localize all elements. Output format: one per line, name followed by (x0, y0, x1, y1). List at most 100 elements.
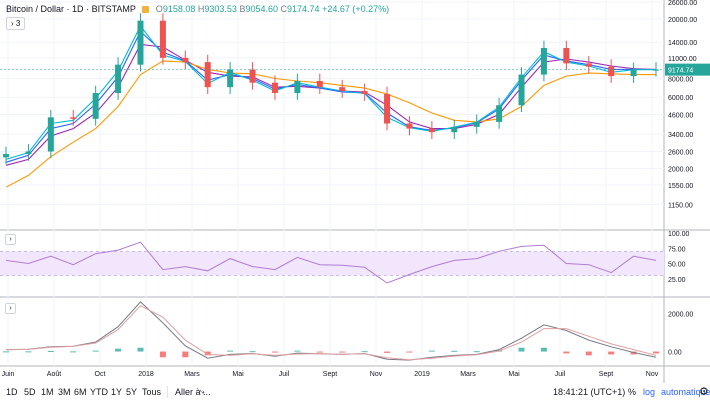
rsi-pane-collapse-icon[interactable]: › (5, 234, 16, 245)
macd-histogram-bar (70, 351, 77, 353)
timeframe-5d[interactable]: 5D (24, 387, 36, 397)
ma-line-3 (5, 30, 657, 163)
price-pane[interactable] (0, 13, 664, 188)
time-axis[interactable]: Juin Août Oct 2018 Mars Mai Juil Sept Nov 2019 Mar… (2, 371, 659, 378)
macd-histogram-bar (428, 350, 435, 352)
price-tick-label: 2600.00 (668, 149, 693, 156)
close-value: 9174.74 (287, 4, 320, 14)
macd-histogram-bar (137, 347, 144, 352)
timeframe-ytd[interactable]: YTD (90, 387, 108, 397)
candle-body (361, 91, 368, 95)
candle-body (70, 117, 77, 119)
macd-line-2 (5, 305, 657, 361)
candle-body (630, 69, 637, 77)
open-value: 9158.08 (162, 4, 196, 14)
candle-body (47, 117, 54, 152)
macd-histogram-bar (473, 351, 480, 353)
price-tick-label: 3400.00 (668, 132, 693, 139)
rsi-line (5, 241, 657, 284)
time-tick-label: Août (47, 371, 61, 378)
time-tick-label: 2018 (138, 371, 154, 378)
symbol-name[interactable]: Bitcoin / Dollar (6, 4, 65, 14)
timeframe-3m[interactable]: 3M (58, 387, 71, 397)
macd-histogram-bar (47, 350, 54, 352)
candle-body (585, 63, 592, 67)
rsi-tick-label: 75.00 (668, 246, 686, 253)
percent-scale-toggle[interactable]: % (628, 387, 637, 397)
gear-icon[interactable]: ⚙ (699, 386, 709, 398)
interval-label[interactable]: 1D (72, 4, 84, 14)
price-tick-label: 26000.00 (668, 0, 697, 7)
goto-arrow-icon[interactable]: ⤷ (200, 387, 205, 396)
macd-tick-label: 0.00 (668, 350, 682, 357)
macd-histogram-bar (3, 351, 9, 353)
time-tick-label: Juil (279, 371, 290, 378)
clock-timezone[interactable]: 18:41:21 (UTC+1) (553, 387, 626, 397)
macd-histogram-bar (294, 350, 301, 352)
log-scale-toggle[interactable]: log (643, 387, 656, 397)
low-label: B (239, 4, 246, 14)
indicators-collapse-button[interactable]: › 3 (6, 17, 26, 30)
macd-pane-collapse-icon[interactable]: › (5, 303, 16, 314)
market-status-icon (142, 6, 150, 13)
macd-histogram-bar (25, 351, 32, 353)
candle-body (496, 105, 503, 122)
rsi-pane[interactable] (0, 241, 664, 284)
candle-body (294, 80, 301, 94)
timeframe-5y[interactable]: 5Y (126, 387, 138, 397)
time-tick-label: Nov (646, 371, 659, 378)
candle-body (473, 121, 480, 127)
chart-header: Bitcoin / Dollar · 1D · BITSTAMP O9158.0… (6, 4, 389, 14)
macd-histogram-bar (451, 350, 458, 352)
candle-body (204, 62, 211, 88)
high-label: H (197, 4, 205, 14)
price-tick-label: 6000.00 (668, 95, 693, 102)
timeframe-6m[interactable]: 6M (74, 387, 87, 397)
low-value: 9054.60 (245, 4, 278, 14)
price-tick-label: 11000.00 (668, 56, 697, 63)
candle-body (182, 57, 189, 63)
rsi-tick-label: 100.00 (668, 231, 690, 238)
candle-body (428, 128, 435, 133)
candle-body (249, 69, 256, 83)
candle-body (227, 69, 234, 88)
auto-scale-toggle[interactable]: automatique (661, 387, 710, 397)
rsi-band (0, 251, 664, 276)
candle-body (159, 20, 166, 58)
timeframe-1m[interactable]: 1M (41, 387, 54, 397)
macd-histogram-bar (563, 351, 570, 354)
macd-histogram-bar (204, 351, 211, 356)
bottom-toolbar: 1D 5D 1M 3M 6M YTD 1Y 5Y Tous Aller à ..… (0, 383, 710, 402)
macd-pane[interactable] (3, 301, 659, 361)
goto-date-button[interactable]: Aller à ... (175, 387, 211, 397)
change-value: +24.67 (+0.27%) (322, 4, 390, 14)
macd-histogram-bar (384, 351, 391, 353)
candle-body (518, 74, 525, 106)
macd-line-1 (5, 301, 657, 361)
macd-histogram-bar (406, 351, 413, 353)
last-price-label: 9174.74 (668, 68, 693, 75)
timeframe-1y[interactable]: 1Y (111, 387, 123, 397)
macd-histogram-bar (271, 351, 278, 353)
candle-body (384, 94, 391, 124)
high-value: 9303.53 (204, 4, 237, 14)
macd-histogram-bar (608, 351, 615, 355)
macd-histogram-bar (159, 351, 166, 358)
candle-body (115, 64, 122, 94)
time-tick-label: Mai (508, 371, 520, 378)
price-axis[interactable]: 26000.00 20000.00 14000.00 11000.00 8000.00 6… (665, 0, 710, 357)
time-tick-label: Mai (232, 371, 244, 378)
time-tick-label: Mars (184, 371, 200, 378)
interval-sep-2: · (86, 4, 92, 14)
candle-body (451, 126, 458, 133)
interval-sep: · (66, 4, 73, 14)
timeframe-1d[interactable]: 1D (6, 387, 18, 397)
macd-histogram-bar (653, 351, 659, 354)
macd-histogram-bar (92, 350, 99, 352)
macd-histogram-bar (182, 351, 189, 358)
price-tick-label: 4600.00 (668, 112, 693, 119)
time-tick-label: Sept (323, 371, 337, 378)
candle-body (540, 48, 547, 75)
timeframe-all[interactable]: Tous (142, 387, 162, 397)
